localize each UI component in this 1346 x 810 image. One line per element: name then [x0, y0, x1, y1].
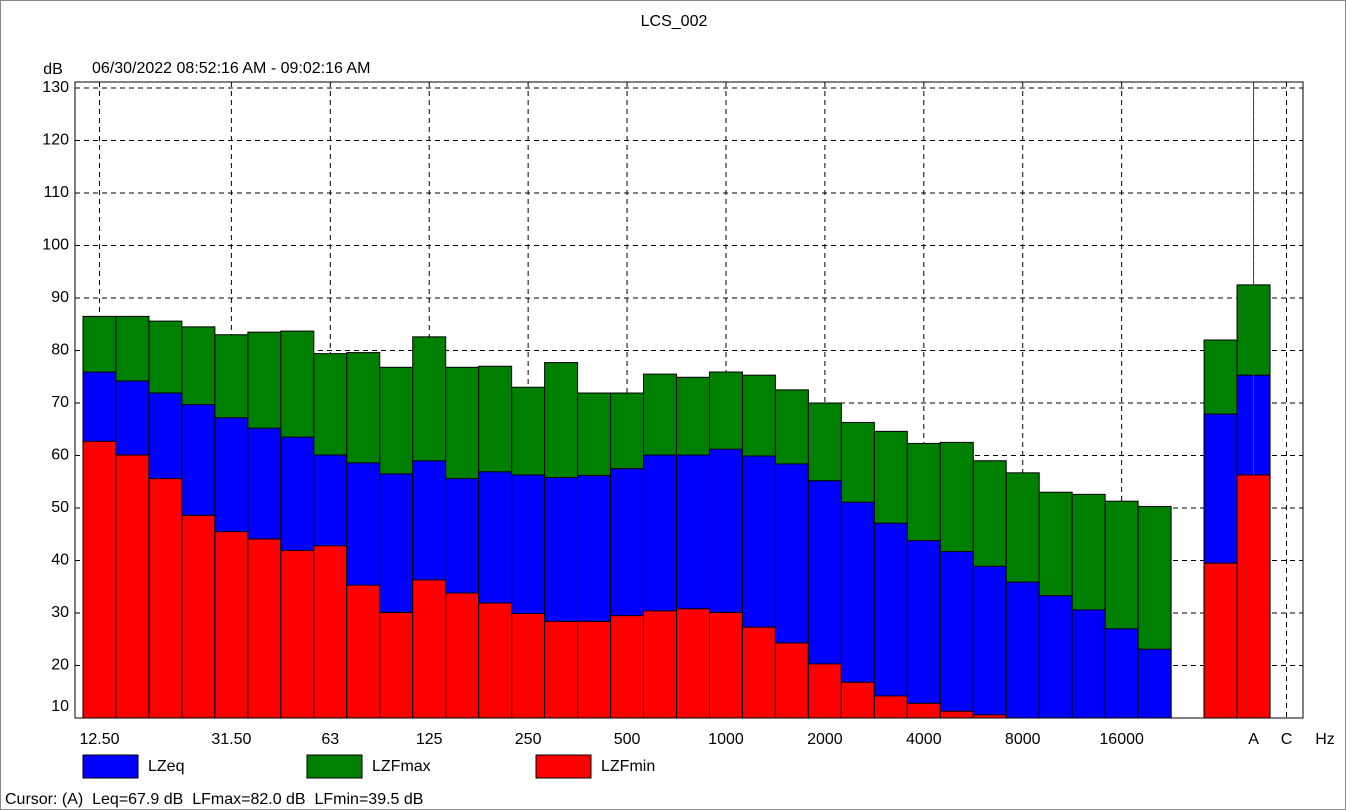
y-tick-label: 70	[51, 394, 69, 411]
y-tick-label: 100	[42, 237, 69, 254]
bar	[873, 695, 908, 719]
x-tick-label: 16000	[1099, 731, 1144, 748]
bar	[906, 540, 941, 719]
bar	[676, 608, 710, 719]
legend-swatch	[535, 754, 592, 779]
y-tick-label: 130	[42, 79, 69, 96]
bar	[807, 663, 842, 719]
bar	[577, 620, 612, 719]
x-tick-label: 500	[614, 731, 641, 748]
legend-label: LZFmax	[372, 758, 431, 775]
bar	[115, 454, 150, 719]
x-tick-label: 250	[515, 731, 542, 748]
x-tick-label: C	[1281, 731, 1293, 748]
y-tick-label: 50	[51, 499, 69, 516]
legend-swatch	[306, 754, 363, 779]
bar	[906, 702, 941, 719]
bar	[412, 579, 447, 719]
x-tick-label: 31.50	[211, 731, 251, 748]
y-tick-label: 40	[51, 552, 69, 569]
x-tick-label: 2000	[807, 731, 843, 748]
y-tick-label: 20	[51, 657, 69, 674]
y-tick-label: 110	[43, 184, 69, 201]
bar	[478, 602, 513, 719]
x-tick-label: 125	[416, 731, 443, 748]
bar	[1038, 595, 1073, 719]
bar	[445, 592, 480, 719]
bar	[1005, 581, 1040, 719]
x-tick-label: 4000	[906, 731, 942, 748]
bar	[972, 565, 1007, 719]
y-tick-label: 10	[51, 698, 69, 715]
y-tick-label: 30	[51, 604, 69, 621]
bar	[181, 514, 216, 719]
bar	[511, 613, 546, 719]
bar	[313, 545, 348, 719]
y-tick-label: 120	[42, 132, 69, 149]
legend-label: LZeq	[148, 758, 184, 775]
y-tick-label: 60	[51, 447, 69, 464]
cursor-readout: Cursor: (A) Leq=67.9 dB LFmax=82.0 dB LF…	[5, 791, 423, 808]
bar	[1203, 562, 1238, 719]
plot-frame	[74, 81, 1304, 719]
bar	[247, 538, 282, 719]
legend-swatch	[82, 754, 139, 779]
legend-label: LZFmin	[601, 758, 655, 775]
x-tick-label: A	[1248, 731, 1259, 748]
bar	[873, 522, 908, 719]
bar	[544, 620, 579, 719]
bar	[708, 611, 743, 719]
y-axis-label: dB	[43, 61, 63, 78]
bar	[82, 440, 117, 719]
bar	[346, 584, 381, 719]
bar	[148, 478, 183, 719]
bar	[939, 710, 974, 719]
bar	[774, 642, 809, 719]
bar	[214, 531, 249, 719]
y-tick-label: 90	[51, 289, 69, 306]
bar	[643, 610, 678, 719]
bar	[1236, 474, 1271, 719]
bar	[741, 626, 776, 719]
x-tick-label: 63	[321, 731, 339, 748]
x-tick-label: 1000	[708, 731, 744, 748]
bar	[379, 611, 414, 719]
bar	[1071, 609, 1106, 719]
x-axis-label: Hz	[1315, 731, 1335, 748]
chart-title: LCS_002	[641, 13, 708, 30]
bar	[939, 551, 974, 719]
bar	[1104, 628, 1139, 719]
chart-subtitle: 06/30/2022 08:52:16 AM - 09:02:16 AM	[92, 60, 370, 77]
x-tick-label: 12.50	[79, 731, 119, 748]
x-tick-label: 8000	[1005, 731, 1041, 748]
bar	[1137, 648, 1172, 719]
bar	[610, 615, 645, 719]
bar	[840, 681, 875, 719]
y-tick-label: 80	[51, 342, 69, 359]
bar	[280, 550, 315, 719]
